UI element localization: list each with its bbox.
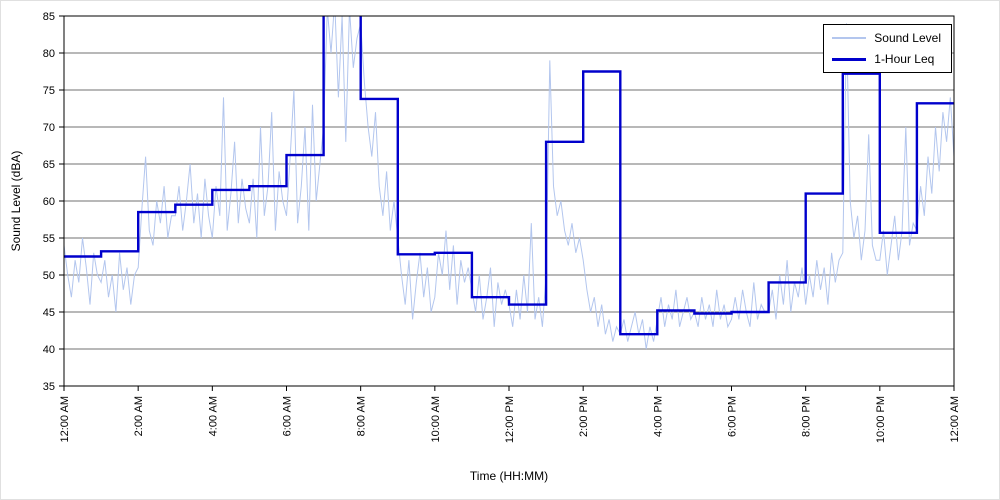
- y-tick-label: 85: [43, 11, 55, 23]
- leq-line-swatch: [832, 57, 867, 61]
- y-tick-label: 35: [43, 381, 55, 393]
- y-tick-label: 50: [43, 270, 55, 282]
- y-axis-title: Sound Level (dBA): [9, 150, 23, 252]
- y-tick-label: 65: [43, 159, 55, 171]
- y-tick-label: 80: [43, 48, 55, 60]
- leq-series-line: [64, 16, 954, 336]
- x-tick-label: 2:00 AM: [133, 396, 145, 436]
- x-tick-label: 6:00 AM: [282, 396, 294, 436]
- x-tick-label: 12:00 AM: [949, 396, 961, 442]
- y-tick-label: 60: [43, 196, 55, 208]
- x-axis-title: Time (HH:MM): [469, 469, 549, 483]
- y-tick-label: 70: [43, 122, 55, 134]
- y-tick-label: 40: [43, 344, 55, 356]
- legend-label-sound-level: Sound Level: [874, 31, 941, 45]
- legend-label-leq: 1-Hour Leq: [874, 52, 935, 66]
- x-tick-label: 6:00 PM: [727, 396, 739, 437]
- x-tick-label: 10:00 PM: [875, 396, 887, 443]
- legend-item-sound-level: Sound Level: [832, 31, 941, 45]
- x-tick-label: 10:00 AM: [430, 396, 442, 442]
- sound-level-line-swatch: [832, 37, 867, 39]
- legend-item-leq: 1-Hour Leq: [832, 52, 941, 66]
- y-tick-label: 45: [43, 307, 55, 319]
- x-tick-label: 4:00 AM: [207, 396, 219, 436]
- x-tick-label: 8:00 AM: [356, 396, 368, 436]
- y-tick-label: 75: [43, 85, 55, 97]
- x-tick-label: 12:00 AM: [59, 396, 71, 442]
- y-tick-label: 55: [43, 233, 55, 245]
- x-tick-label: 2:00 PM: [578, 396, 590, 437]
- x-tick-label: 12:00 PM: [504, 396, 516, 443]
- x-tick-label: 4:00 PM: [652, 396, 664, 437]
- legend: Sound Level 1-Hour Leq: [823, 24, 952, 73]
- x-tick-label: 8:00 PM: [801, 396, 813, 437]
